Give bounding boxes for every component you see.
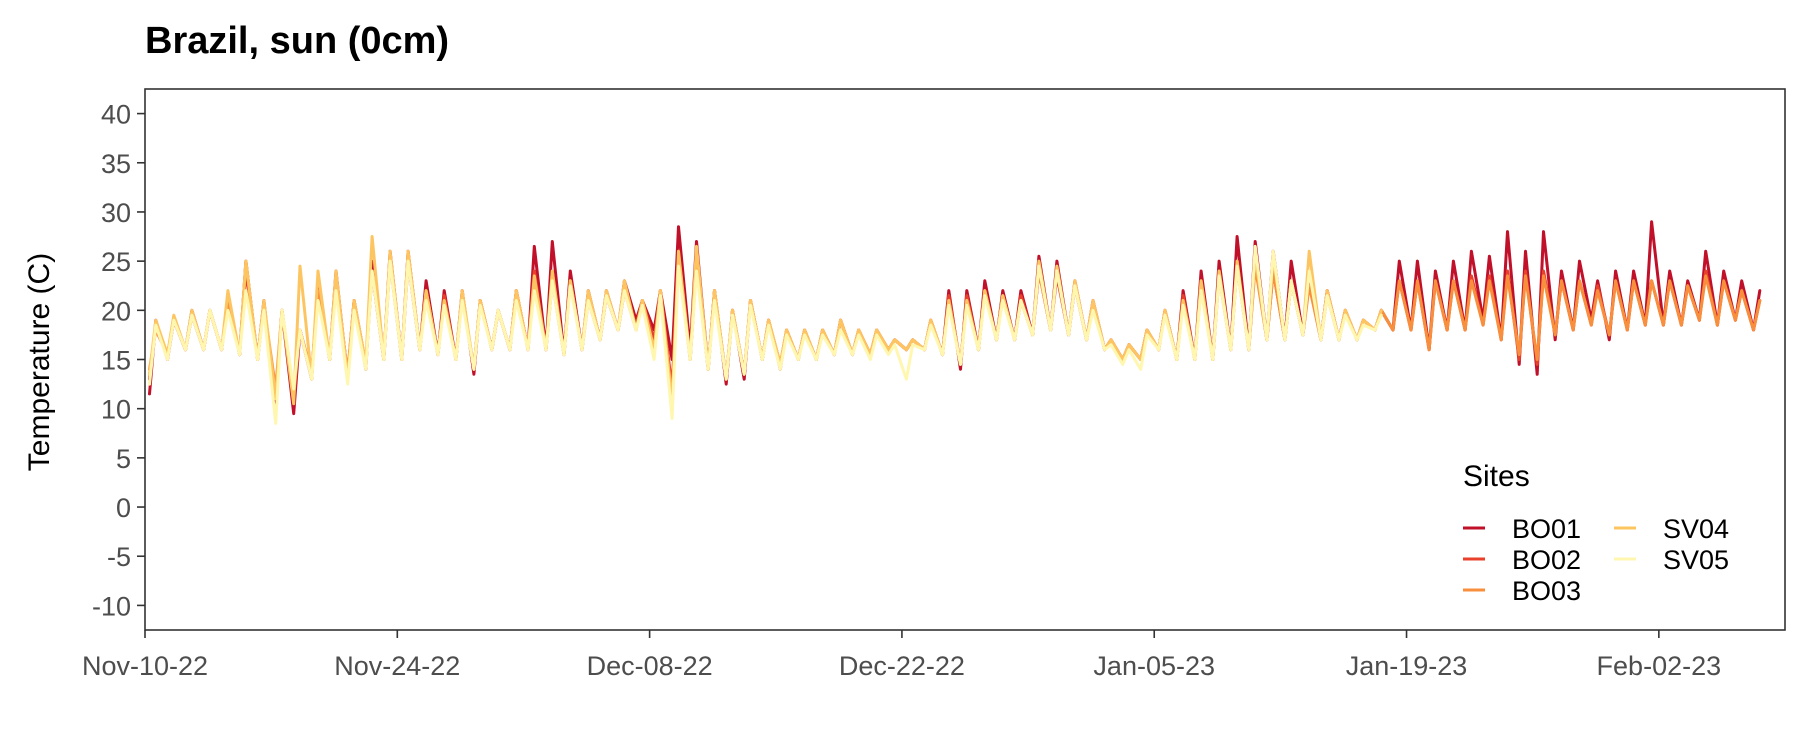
- y-axis-title: Temperature (C): [23, 253, 56, 471]
- x-tick-label: Jan-19-23: [1346, 651, 1468, 681]
- x-tick-label: Dec-22-22: [839, 651, 965, 681]
- y-tick-label: 30: [101, 198, 131, 228]
- y-tick-label: -10: [92, 591, 131, 621]
- chart-title: Brazil, sun (0cm): [145, 20, 449, 62]
- x-tick-label: Nov-24-22: [334, 651, 460, 681]
- y-tick-label: 5: [116, 444, 131, 474]
- legend-title: Sites: [1463, 460, 1530, 493]
- y-tick-label: 35: [101, 149, 131, 179]
- x-axis: Nov-10-22 Nov-24-22 Dec-08-22 Dec-22-22 Jan-…: [82, 630, 1721, 681]
- plot-lines: [148, 220, 1762, 425]
- y-tick-label: 15: [101, 346, 131, 376]
- x-tick-label: Nov-10-22: [82, 651, 208, 681]
- y-tick-label: -5: [107, 542, 131, 572]
- y-axis: -10 -5 0 5 10 15 20 25 30 35 40: [92, 100, 145, 621]
- y-tick-label: 40: [101, 100, 131, 130]
- legend-label-bo03: BO03: [1512, 576, 1581, 606]
- legend-label-sv05: SV05: [1663, 545, 1729, 575]
- x-tick-label: Dec-08-22: [587, 651, 713, 681]
- legend-label-bo02: BO02: [1512, 545, 1581, 575]
- x-tick-label: Jan-05-23: [1093, 651, 1215, 681]
- legend-label-sv04: SV04: [1663, 514, 1729, 544]
- y-tick-label: 20: [101, 296, 131, 326]
- x-tick-label: Feb-02-23: [1597, 651, 1722, 681]
- legend-label-bo01: BO01: [1512, 514, 1581, 544]
- y-tick-label: 10: [101, 395, 131, 425]
- series-line-sv05: [148, 244, 1383, 425]
- y-tick-label: 0: [116, 493, 131, 523]
- y-tick-label: 25: [101, 247, 131, 277]
